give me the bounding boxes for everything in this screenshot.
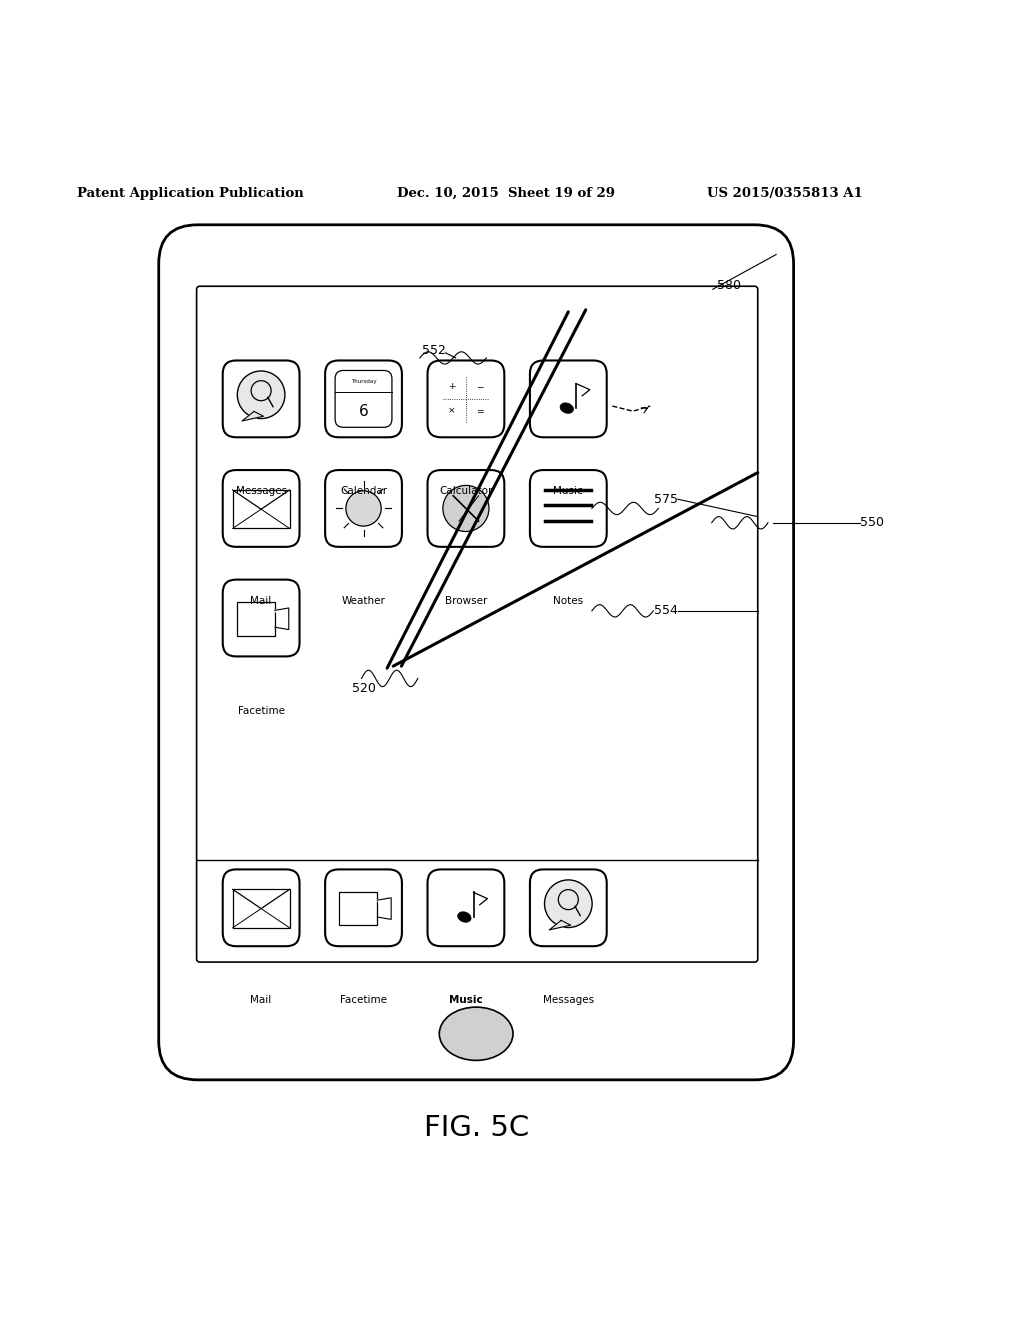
Polygon shape: [274, 606, 291, 632]
FancyBboxPatch shape: [326, 870, 401, 946]
FancyBboxPatch shape: [530, 470, 606, 546]
Text: Dec. 10, 2015  Sheet 19 of 29: Dec. 10, 2015 Sheet 19 of 29: [397, 186, 615, 199]
Polygon shape: [549, 920, 570, 929]
Text: Thursday: Thursday: [350, 379, 377, 384]
Text: −: −: [476, 381, 484, 391]
Text: 550: 550: [860, 516, 884, 529]
FancyBboxPatch shape: [223, 579, 299, 656]
Text: 580: 580: [718, 279, 741, 292]
Text: Mail: Mail: [251, 995, 271, 1006]
Text: 554: 554: [654, 605, 678, 618]
Text: Facetime: Facetime: [238, 706, 285, 715]
Circle shape: [442, 486, 489, 532]
Text: Facetime: Facetime: [340, 995, 387, 1006]
FancyBboxPatch shape: [223, 360, 299, 437]
FancyBboxPatch shape: [326, 360, 401, 437]
Text: 575: 575: [654, 492, 678, 506]
FancyBboxPatch shape: [197, 286, 758, 962]
FancyBboxPatch shape: [428, 470, 505, 546]
Bar: [232, 490, 290, 528]
FancyBboxPatch shape: [335, 371, 392, 428]
Ellipse shape: [458, 912, 471, 923]
Text: Patent Application Publication: Patent Application Publication: [77, 186, 303, 199]
Ellipse shape: [560, 403, 573, 413]
Polygon shape: [377, 896, 392, 921]
Ellipse shape: [439, 1007, 513, 1060]
Circle shape: [238, 371, 285, 418]
Text: =: =: [476, 407, 484, 416]
FancyBboxPatch shape: [223, 470, 299, 546]
Bar: [232, 890, 290, 928]
Polygon shape: [242, 412, 263, 421]
Text: FIG. 5C: FIG. 5C: [424, 1114, 528, 1142]
FancyBboxPatch shape: [223, 870, 299, 946]
Circle shape: [346, 491, 381, 527]
Text: US 2015/0355813 A1: US 2015/0355813 A1: [707, 186, 862, 199]
Circle shape: [545, 880, 592, 928]
Text: Messages: Messages: [543, 995, 594, 1006]
FancyBboxPatch shape: [428, 870, 505, 946]
Text: 520: 520: [351, 682, 376, 696]
FancyBboxPatch shape: [326, 470, 401, 546]
Text: +: +: [447, 381, 456, 391]
Text: Weather: Weather: [342, 597, 385, 606]
FancyBboxPatch shape: [530, 360, 606, 437]
Bar: [339, 892, 377, 925]
FancyBboxPatch shape: [428, 360, 505, 437]
Text: ×: ×: [447, 407, 456, 416]
Text: Mail: Mail: [251, 597, 271, 606]
Text: Calculator: Calculator: [439, 487, 493, 496]
Text: 552: 552: [422, 345, 445, 358]
Text: Music: Music: [553, 487, 584, 496]
FancyBboxPatch shape: [159, 224, 794, 1080]
Text: Notes: Notes: [553, 597, 584, 606]
Text: Messages: Messages: [236, 487, 287, 496]
Text: 6: 6: [358, 404, 369, 418]
Text: Browser: Browser: [444, 597, 487, 606]
FancyBboxPatch shape: [530, 870, 606, 946]
Bar: [237, 602, 274, 636]
Text: Calendar: Calendar: [340, 487, 387, 496]
Text: Music: Music: [450, 995, 482, 1006]
